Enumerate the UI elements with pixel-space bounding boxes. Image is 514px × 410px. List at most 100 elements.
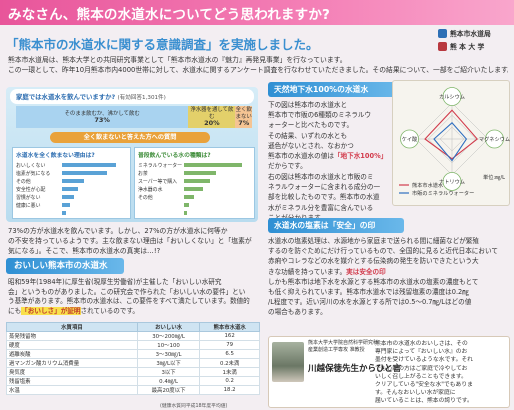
reasons-rows: おいしくない 塩素が気になる その他 安全性が心配 習慣がない 健康に悪い <box>13 161 130 217</box>
segment-filter: 浄水器を通して飲む 20% <box>188 106 236 128</box>
comment-line: 墨付を受けているような水です。それ <box>375 357 473 364</box>
table-cell: 臭気度 <box>6 367 138 377</box>
table-cell: 0.4㎎/L <box>136 376 201 386</box>
bar-label: 安全性が心配 <box>16 186 46 193</box>
intro-line: この一環として、昨年10月熊本市内4000世帯に対して、水道水に関するアンケート… <box>8 66 508 74</box>
ground-line: 遜色がないとされ、なおかつ <box>268 141 354 150</box>
segment-pct: 20% <box>204 119 220 128</box>
tasty-water-header: おいしい熊本市の水道水 <box>6 258 124 274</box>
bar-row <box>135 209 254 217</box>
table-row: 硬度 10〜100 79 <box>6 340 260 350</box>
chlorine-header: 水道水の塩素は「安全」の印 <box>268 218 404 233</box>
segment-pct: 73% <box>94 116 110 124</box>
table-row: 遊離炭酸 3〜30㎎/L 6.5 <box>6 349 260 359</box>
ground-line2: ネラルウォーターに含まれる成分の一 <box>268 183 381 192</box>
bar-label: おいしくない <box>16 162 46 169</box>
reasons-title: 水道水を全く飲まない理由は? <box>16 153 95 159</box>
survey-note: (有効回答1,301件) <box>117 95 166 101</box>
segment-drink: そのまま飲むか、沸かして飲む 73% <box>16 106 189 128</box>
table-cell: 3〜30㎎/L <box>136 349 201 359</box>
chlorine-text: 水道水の塩素処理は、水源地から家庭まで送られる間に細菌などが繁殖 するのを防ぐた… <box>268 236 510 318</box>
radar-axis-label: マグネシウム <box>479 135 510 143</box>
bar <box>184 171 216 175</box>
table-header: 熊本市水道水 <box>199 322 260 332</box>
header-banner <box>0 0 514 25</box>
bar-row <box>135 201 254 209</box>
table-header-row: 水質項目 おいしい水 熊本市水道水 <box>6 322 260 332</box>
tasty-line-last: にも「おいしさ」が証明されているのです。 <box>8 306 262 317</box>
bar-label: 健康に悪い <box>16 202 41 209</box>
table-cell: 10〜100 <box>136 340 201 350</box>
tasty-line-tail: されているのです。 <box>80 306 140 315</box>
table-cell: 162 <box>199 331 260 341</box>
bar-row: 浄水器の水 <box>135 185 254 193</box>
table-cell: 硬度 <box>6 340 138 350</box>
bar <box>184 203 189 207</box>
intro-text: 熊本市水道局は、熊本大学との共同研究事業として「熊本市水道水の『魅力』再発見事業… <box>8 55 508 75</box>
affiliation-line: 熊本大学大学院自然科学研究科 <box>308 340 379 346</box>
bar-row: その他 <box>13 177 130 185</box>
segment-pct: 7% <box>238 119 250 128</box>
radar-series <box>424 109 478 160</box>
table-cell: 30〜200㎎/L <box>136 331 201 341</box>
radar-axis-badge <box>485 129 504 149</box>
comment-line: 専門家によって『おいしい水』のお <box>375 349 468 356</box>
chlorine-line: するのを防ぐためにだけ行っているもので、全国的に見ると近代日本において <box>268 247 498 256</box>
ground-line2: 右の図は熊本市の水道水と市販のミ <box>268 173 374 181</box>
bar <box>62 203 70 207</box>
bar-row: 安全性が心配 <box>13 185 130 193</box>
table-note: (健康水質同平成18年度平均値) <box>160 404 228 409</box>
survey-question: 家庭では水道水を飲んでいますか? (有効回答1,301件) <box>10 89 254 104</box>
table-header: 水質項目 <box>6 322 138 332</box>
logos: 熊本市水道局 熊 本 大 学 <box>438 28 510 54</box>
bar-row: 健康に悪い <box>13 201 130 209</box>
table-row: 蒸発残留物 30〜200㎎/L 162 <box>6 331 260 341</box>
ground-line: 下の図は熊本市の水道水と <box>268 101 348 109</box>
professor-comment: 熊本市の水道水のおいしさは、その 専門家によって『おいしい水』のお 墨付を受けて… <box>375 340 508 406</box>
radar-axis-label: ケイ酸 <box>402 135 418 143</box>
legend-label: 市販のミネラルウォーター <box>412 189 474 197</box>
summary-line: 73%の方が水道水を飲んでいます。しかし、27%の方が水道水に何等か <box>8 227 228 235</box>
radar-axis-label: ナトリウム <box>439 177 465 185</box>
table-row: 水温 最高20度以下 18.2 <box>6 385 260 395</box>
table-cell: 過マンガン酸カリウム消費量 <box>6 358 138 368</box>
mineral-radar-chart: カルシウム マグネシウム ナトリウム ケイ酸 熊本市水道水 市販のミネラルウォーター 単位:… <box>392 80 510 206</box>
chlorine-line: 赤痢やコレラなどの水を媒介とする伝染病の発生を防いできたという大 <box>268 257 479 266</box>
bar-label: 習慣がない <box>16 194 41 201</box>
comment-line: いしく召し上がることもできます。 <box>375 373 467 380</box>
table-body: 蒸発残留物 30〜200㎎/L 162 硬度 10〜100 79 遊離炭酸 3〜30㎎/L 6.… <box>6 331 260 395</box>
table-cell: 1未満 <box>199 367 260 377</box>
drinking-share-bar: そのまま飲むか、沸かして飲む 73% 浄水器を通して飲む 20% 全く飲まない … <box>16 106 252 128</box>
segment-label: そのまま飲むか、沸かして飲む <box>64 110 140 117</box>
bar-row: おいしくない <box>13 161 130 169</box>
summary-line: の不安を持っているようです。主な飲まない理由は「おいしくない」と「塩素が <box>8 237 252 245</box>
comment-line: クリアしている"安全な水"でもありま <box>375 382 473 389</box>
groundwater-text: 下の図は熊本市の水道水と 熊本市で市販の6種類のミネラルウ ォーターと比べたもの… <box>268 100 386 171</box>
bar <box>184 163 242 167</box>
ground-line: 熊本市の水道水の値は <box>268 152 334 161</box>
professor-photo <box>272 342 304 382</box>
table-cell: 残留塩素 <box>6 376 138 386</box>
legend-label: 熊本市水道水 <box>412 181 444 189</box>
groundwater-header: 天然地下水100%の水道水 <box>268 82 400 97</box>
ground-line: ォーターと比べたものです。 <box>268 121 354 130</box>
radar-unit: 単位:㎎/L <box>483 173 505 182</box>
ground-line-mixed: 熊本市の水道水の値は「地下水100%」 <box>268 151 386 161</box>
bar <box>184 211 187 215</box>
radar-series <box>433 122 468 162</box>
bar <box>184 179 210 183</box>
tasty-line: にも <box>8 306 22 315</box>
highlight-text: 「おいしさ」が証明 <box>21 306 81 315</box>
table-cell: 3㎎/L以下 <box>136 358 201 368</box>
bureau-logo-icon <box>438 28 447 38</box>
bar <box>62 171 107 175</box>
radar-axis-badge <box>442 172 462 191</box>
page-title: みなさん、熊本の水道水についてどう思われますか? <box>8 7 331 23</box>
water-type-title: 普段飲んでいる水の種類は? <box>138 153 211 159</box>
segment-label: 全く飲まない <box>235 107 252 120</box>
bar-row <box>13 209 130 217</box>
table-cell: 最高20度以下 <box>136 385 201 395</box>
professor-affiliation: 熊本大学大学院自然科学研究科 産業創造工学専攻 准教授 <box>308 340 379 354</box>
radar-axis-badge <box>400 129 419 149</box>
tasty-line: う基準があります。熊本市の水道水は、この要件をすべて満たしています。数値的 <box>8 297 250 306</box>
